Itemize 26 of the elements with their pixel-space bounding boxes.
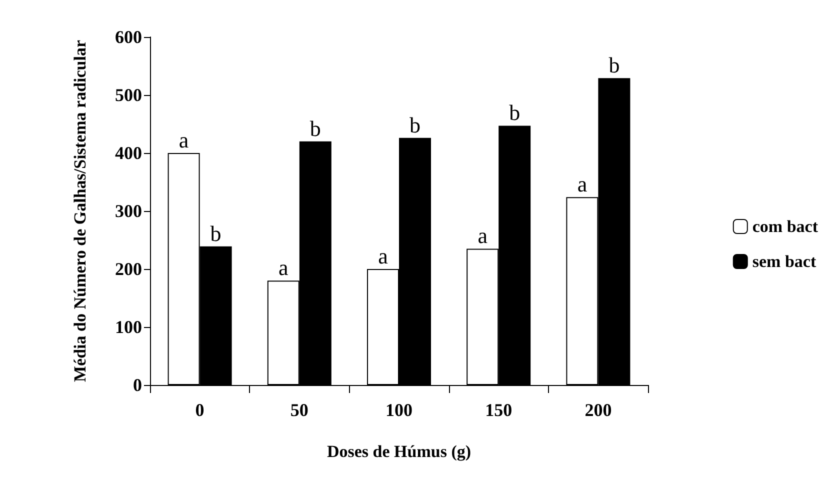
- data-label: a: [278, 255, 289, 280]
- x-axis-title: Doses de Húmus (g): [326, 442, 472, 461]
- x-tick-label: 150: [485, 400, 512, 420]
- legend-label: sem bact: [752, 252, 816, 271]
- y-tick-label: 0: [133, 375, 142, 395]
- data-label: a: [478, 223, 488, 248]
- y-axis-title: Média do Número de Galhas/Sistema radicular: [70, 40, 90, 382]
- y-tick-label: 400: [115, 143, 142, 163]
- data-label: b: [410, 112, 420, 138]
- data-label: b: [608, 52, 620, 78]
- data-label: b: [310, 116, 321, 141]
- y-tick-label: 500: [115, 85, 142, 105]
- y-tick-label: 600: [115, 27, 142, 47]
- data-label: b: [210, 220, 222, 246]
- x-tick-label: 50: [290, 400, 308, 420]
- y-tick-label: 100: [115, 317, 142, 337]
- data-label: a: [577, 172, 588, 197]
- x-tick-label: 200: [584, 400, 612, 420]
- legend-label: com bact: [752, 217, 818, 236]
- y-tick-label: 200: [115, 259, 142, 279]
- data-label: a: [178, 128, 189, 152]
- y-tick-label: 300: [115, 201, 142, 221]
- data-label: b: [509, 100, 520, 126]
- data-label: a: [378, 244, 388, 268]
- x-tick-label: 100: [386, 400, 412, 420]
- x-tick-label: 0: [195, 400, 204, 420]
